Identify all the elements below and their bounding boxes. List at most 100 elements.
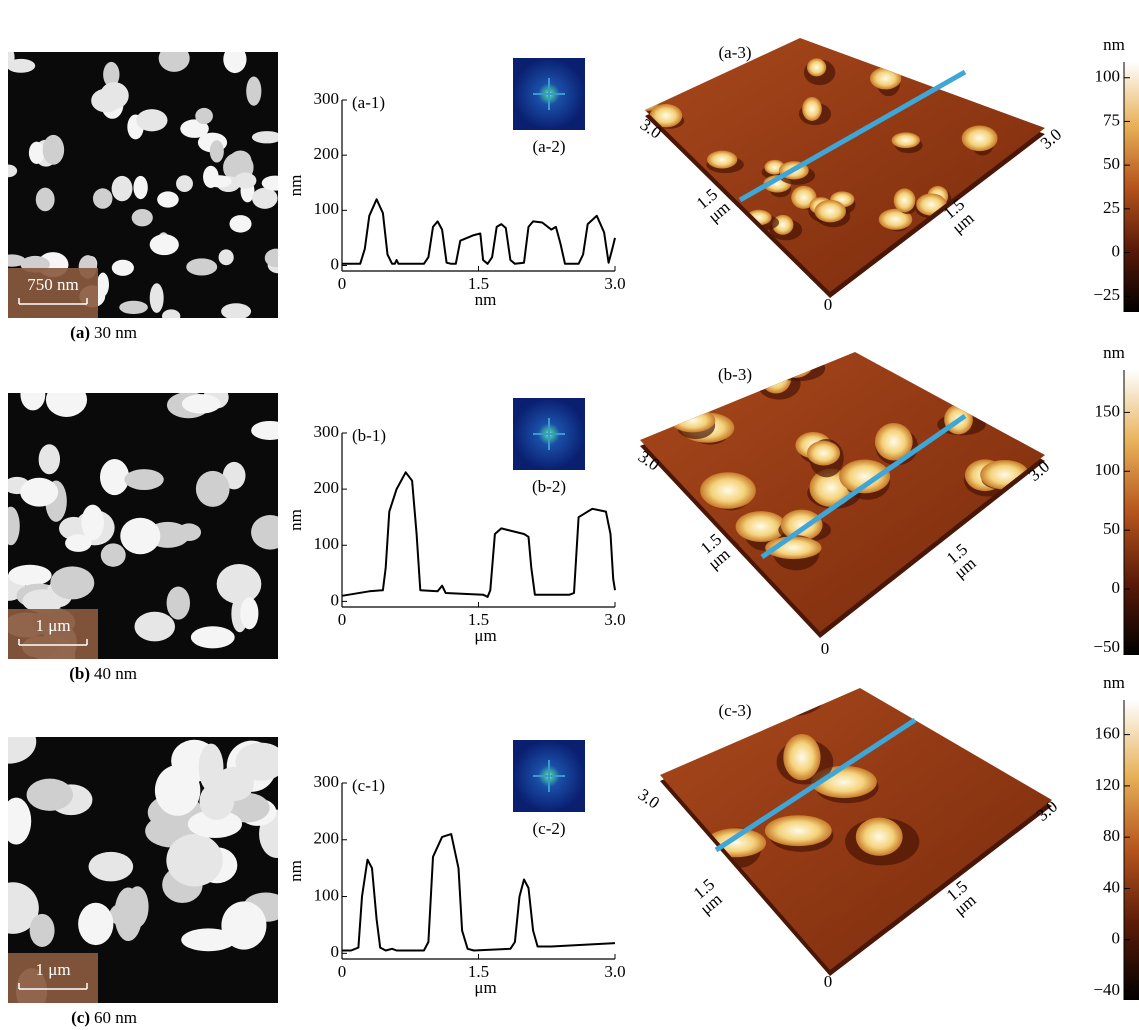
- y-tick-label: 200: [314, 144, 340, 163]
- island-shadow: [697, 334, 727, 363]
- island: [777, 349, 813, 378]
- colorbar-tick-label: 25: [1103, 198, 1120, 217]
- afm-island: [39, 444, 60, 474]
- afm-island: [203, 166, 219, 188]
- afm-island: [136, 109, 167, 131]
- island-shadow: [939, 299, 974, 337]
- island: [619, 13, 646, 30]
- island-shadow: [756, 681, 824, 717]
- island: [661, 681, 705, 725]
- island: [660, 65, 698, 88]
- island-shadow: [908, 305, 938, 327]
- island: [630, 202, 657, 220]
- render-axis-label: 0: [824, 972, 833, 991]
- afm-island: [246, 76, 261, 105]
- afm-island: [219, 249, 234, 265]
- afm-island: [29, 142, 44, 164]
- afm-island: [162, 309, 180, 323]
- render-axis-label: 0: [824, 295, 833, 314]
- island: [762, 672, 812, 715]
- island: [687, 327, 732, 361]
- island: [870, 67, 901, 89]
- island: [815, 200, 846, 222]
- island: [712, 223, 744, 248]
- afm-island: [132, 209, 153, 226]
- afm-island: [112, 260, 134, 276]
- afm-island: [182, 394, 221, 413]
- caption-letter: (b): [69, 664, 90, 683]
- x-tick-label: 0: [338, 962, 347, 981]
- afm-island: [223, 45, 246, 73]
- afm-island: [133, 176, 147, 199]
- colorbar-tick-label: 0: [1112, 929, 1121, 948]
- caption-text: 30 nm: [94, 323, 137, 342]
- render-axis-label: 0: [821, 639, 830, 658]
- scale-bar-label: 1 μm: [35, 616, 70, 635]
- afm-island: [2, 46, 15, 68]
- afm-island: [43, 135, 65, 165]
- afm-island: [150, 283, 164, 313]
- x-axis-label: μm: [474, 626, 496, 645]
- island: [707, 151, 737, 169]
- island: [740, 22, 765, 42]
- island: [736, 511, 787, 542]
- island: [627, 134, 648, 152]
- island: [960, 682, 1020, 731]
- island-shadow: [669, 74, 694, 88]
- island: [761, 364, 791, 394]
- x-axis-label: nm: [475, 290, 497, 309]
- colorbar: [1124, 700, 1139, 1000]
- x-tick-label: 3.0: [604, 610, 625, 629]
- y-tick-label: 100: [314, 885, 340, 904]
- y-tick-label: 0: [331, 254, 340, 273]
- island: [968, 865, 1008, 896]
- island-shadow: [660, 853, 696, 903]
- island-shadow: [992, 859, 1045, 897]
- afm-island: [215, 767, 254, 801]
- afm-island: [150, 234, 179, 255]
- afm-island: [176, 175, 193, 192]
- render-axis-label: 3.0: [635, 785, 663, 813]
- island-shadow: [995, 177, 1031, 192]
- afm-island: [50, 566, 94, 599]
- y-axis-label: nm: [286, 509, 305, 531]
- render-label: (c-3): [718, 701, 751, 720]
- figure: 750 nm(a)30 nm(a-2)(a-3)3.01.5μm01.5μm3.…: [0, 0, 1139, 1030]
- afm-island: [166, 834, 223, 887]
- chart-title: (a-1): [352, 93, 385, 112]
- afm-island: [8, 565, 51, 586]
- island: [962, 125, 998, 151]
- afm-island: [112, 176, 133, 201]
- island: [856, 817, 903, 855]
- afm-island: [191, 626, 235, 648]
- island-shadow: [629, 207, 665, 225]
- fft-label: (a-2): [532, 137, 565, 156]
- fft-label: (b-2): [532, 477, 566, 496]
- colorbar-tick-label: 75: [1103, 110, 1120, 129]
- colorbar-tick-label: 160: [1095, 724, 1121, 743]
- x-axis-label: μm: [474, 978, 496, 997]
- afm-island: [186, 258, 217, 275]
- island: [638, 150, 670, 166]
- colorbar-tick-label: 0: [1112, 578, 1121, 597]
- afm-island: [262, 176, 289, 191]
- afm-island: [20, 478, 58, 507]
- caption-text: 60 nm: [94, 1008, 137, 1027]
- y-tick-label: 0: [331, 590, 340, 609]
- island-shadow: [966, 77, 1000, 92]
- afm-island: [157, 191, 179, 207]
- island: [636, 37, 672, 54]
- y-tick-label: 200: [314, 829, 340, 848]
- island-shadow: [891, 639, 941, 684]
- chart-title: (b-1): [352, 426, 386, 445]
- afm-island: [89, 852, 134, 882]
- colorbar-tick-label: 0: [1112, 241, 1121, 260]
- afm-island: [265, 249, 288, 268]
- island-shadow: [644, 151, 669, 176]
- colorbar-tick-label: 40: [1103, 877, 1120, 896]
- island-shadow: [654, 694, 718, 724]
- colorbar-tick-label: 50: [1103, 519, 1120, 538]
- afm-island: [196, 471, 230, 507]
- island: [997, 169, 1021, 191]
- island-shadow: [969, 520, 1006, 547]
